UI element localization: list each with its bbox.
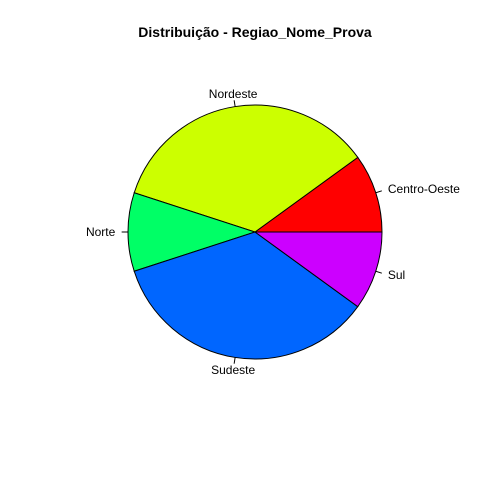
leader-line-sudeste [233, 357, 236, 364]
pie-slice-centro-oeste [253, 156, 383, 233]
pie-label-sudeste: Sudeste [211, 363, 255, 377]
chart-title: Distribuição - Regiao_Nome_Prova [138, 24, 372, 40]
pie-labels: Centro-Oeste Nordeste Norte Sudeste Sul [86, 87, 460, 377]
pie-label-centro-oeste: Centro-Oeste [388, 182, 460, 196]
pie-label-norte: Norte [86, 225, 116, 239]
pie-leader-lines [121, 100, 382, 364]
pie-slice-norte [127, 192, 257, 272]
leader-line-sul [375, 270, 382, 274]
pie-slice-sudeste [133, 231, 359, 360]
leader-line-nordeste [233, 100, 236, 107]
leader-line-centro-oeste [375, 190, 382, 194]
pie-slices [127, 104, 383, 360]
pie-label-sul: Sul [388, 268, 405, 282]
pie-label-nordeste: Nordeste [209, 87, 258, 101]
pie-slice-nordeste [133, 104, 359, 233]
pie-slice-sul [253, 231, 383, 308]
